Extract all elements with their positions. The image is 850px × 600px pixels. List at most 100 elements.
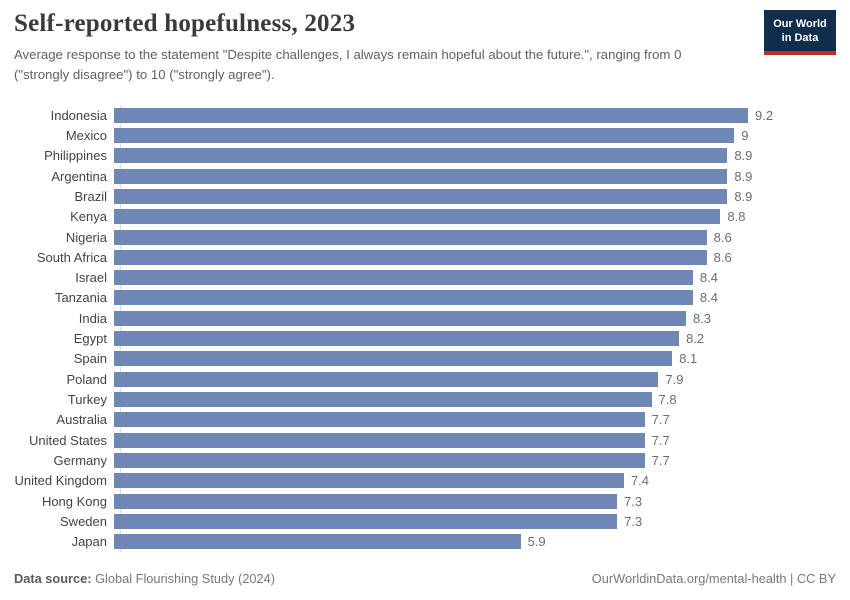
attribution: OurWorldinData.org/mental-health | CC BY — [591, 571, 836, 586]
country-label: Turkey — [67, 392, 107, 408]
value-label: 8.6 — [713, 249, 732, 265]
bar[interactable] — [114, 127, 735, 143]
bar-track: 9 — [114, 127, 748, 143]
bar[interactable] — [114, 270, 693, 286]
bar[interactable] — [114, 310, 686, 326]
bar-row: Argentina 8.9 — [14, 166, 836, 186]
value-label: 7.9 — [665, 371, 684, 387]
value-label: 8.9 — [734, 188, 753, 204]
bar[interactable] — [114, 392, 652, 408]
bar-row: Egypt 8.2 — [14, 328, 836, 348]
country-label: Argentina — [51, 168, 107, 184]
country-label: United States — [28, 432, 107, 448]
country-label: Australia — [56, 412, 107, 428]
value-label: 7.7 — [651, 412, 670, 428]
country-label: Poland — [66, 371, 107, 387]
bar-track: 8.1 — [114, 351, 748, 367]
country-label: Tanzania — [54, 290, 107, 306]
country-label: Brazil — [74, 188, 107, 204]
value-label: 8.2 — [686, 331, 705, 347]
bar-row: Hong Kong 7.3 — [14, 491, 836, 511]
bar[interactable] — [114, 331, 680, 347]
country-label: South Africa — [36, 249, 107, 265]
bar[interactable] — [114, 249, 707, 265]
bar[interactable] — [114, 290, 693, 306]
country-label: Spain — [73, 351, 107, 367]
bar[interactable] — [114, 107, 748, 123]
bar-track: 8.4 — [114, 290, 748, 306]
bar-track: 7.4 — [114, 473, 748, 489]
bar[interactable] — [114, 148, 728, 164]
data-source-label: Data source: — [14, 571, 92, 586]
bar[interactable] — [114, 412, 645, 428]
value-label: 7.7 — [651, 432, 670, 448]
bar[interactable] — [114, 473, 624, 489]
country-label: Nigeria — [65, 229, 107, 245]
data-source-value: Global Flourishing Study (2024) — [91, 571, 276, 586]
bar-row: Poland 7.9 — [14, 369, 836, 389]
data-source: Data source: Global Flourishing Study (2… — [14, 571, 275, 586]
bar-row: India 8.3 — [14, 308, 836, 328]
chart-subtitle: Average response to the statement "Despi… — [14, 47, 682, 82]
bar-row: Philippines 8.9 — [14, 146, 836, 166]
bar-row: Brazil 8.9 — [14, 186, 836, 206]
bar-track: 5.9 — [114, 534, 748, 550]
bar-row: United States 7.7 — [14, 430, 836, 450]
bar-row: South Africa 8.6 — [14, 247, 836, 267]
bar-row: Spain 8.1 — [14, 349, 836, 369]
country-label: Hong Kong — [41, 493, 107, 509]
bar[interactable] — [114, 209, 721, 225]
bar-row: Indonesia 9.2 — [14, 105, 836, 125]
value-label: 5.9 — [527, 534, 546, 550]
value-label: 8.9 — [734, 168, 753, 184]
country-label: Kenya — [70, 209, 107, 225]
bar[interactable] — [114, 168, 728, 184]
country-label: Egypt — [73, 331, 107, 347]
value-label: 8.9 — [734, 148, 753, 164]
bar[interactable] — [114, 534, 521, 550]
country-label: Israel — [75, 270, 107, 286]
y-axis-line — [120, 105, 121, 552]
bar-row: United Kingdom 7.4 — [14, 471, 836, 491]
bar[interactable] — [114, 351, 673, 367]
bar-row: Nigeria 8.6 — [14, 227, 836, 247]
bar-row: Germany 7.7 — [14, 450, 836, 470]
value-label: 7.4 — [630, 473, 650, 489]
bar-track: 8.2 — [114, 331, 748, 347]
value-label: 8.1 — [679, 351, 698, 367]
country-label: United Kingdom — [14, 473, 108, 489]
value-label: 7.7 — [651, 452, 670, 468]
bar-rows: Indonesia 9.2 Mexico 9 Philippines 8.9 Argenti… — [14, 105, 836, 552]
bar[interactable] — [114, 452, 645, 468]
bar-row: Japan 5.9 — [14, 532, 836, 552]
bar[interactable] — [114, 371, 659, 387]
country-label: Sweden — [60, 513, 107, 529]
bar-track: 9.2 — [114, 107, 773, 123]
bar-track: 7.3 — [114, 493, 748, 509]
bar-row: Australia 7.7 — [14, 410, 836, 430]
bar[interactable] — [114, 493, 618, 509]
value-label: 8.3 — [692, 310, 712, 326]
value-label: 7.8 — [658, 392, 677, 408]
value-label: 7.3 — [624, 493, 643, 509]
country-label: Mexico — [65, 127, 107, 143]
value-label: 8.6 — [713, 229, 732, 245]
bar[interactable] — [114, 229, 707, 245]
value-label: 8.8 — [727, 209, 746, 225]
value-label: 8.4 — [699, 270, 718, 286]
bar-track: 8.8 — [114, 209, 748, 225]
country-label: Japan — [71, 534, 107, 550]
bar[interactable] — [114, 188, 728, 204]
bar[interactable] — [114, 513, 618, 529]
bar-row: Mexico 9 — [14, 125, 836, 145]
bar[interactable] — [114, 432, 645, 448]
bar-chart: Indonesia 9.2 Mexico 9 Philippines 8.9 Argenti… — [14, 105, 836, 552]
bar-row: Kenya 8.8 — [14, 207, 836, 227]
bar-row: Israel 8.4 — [14, 268, 836, 288]
bar-row: Tanzania 8.4 — [14, 288, 836, 308]
country-label: Germany — [53, 452, 107, 468]
bar-track: 7.7 — [114, 452, 748, 468]
value-label: 8.4 — [699, 290, 718, 306]
owid-logo[interactable]: Our World in Data — [764, 10, 836, 55]
bar-track: 8.3 — [114, 310, 748, 326]
